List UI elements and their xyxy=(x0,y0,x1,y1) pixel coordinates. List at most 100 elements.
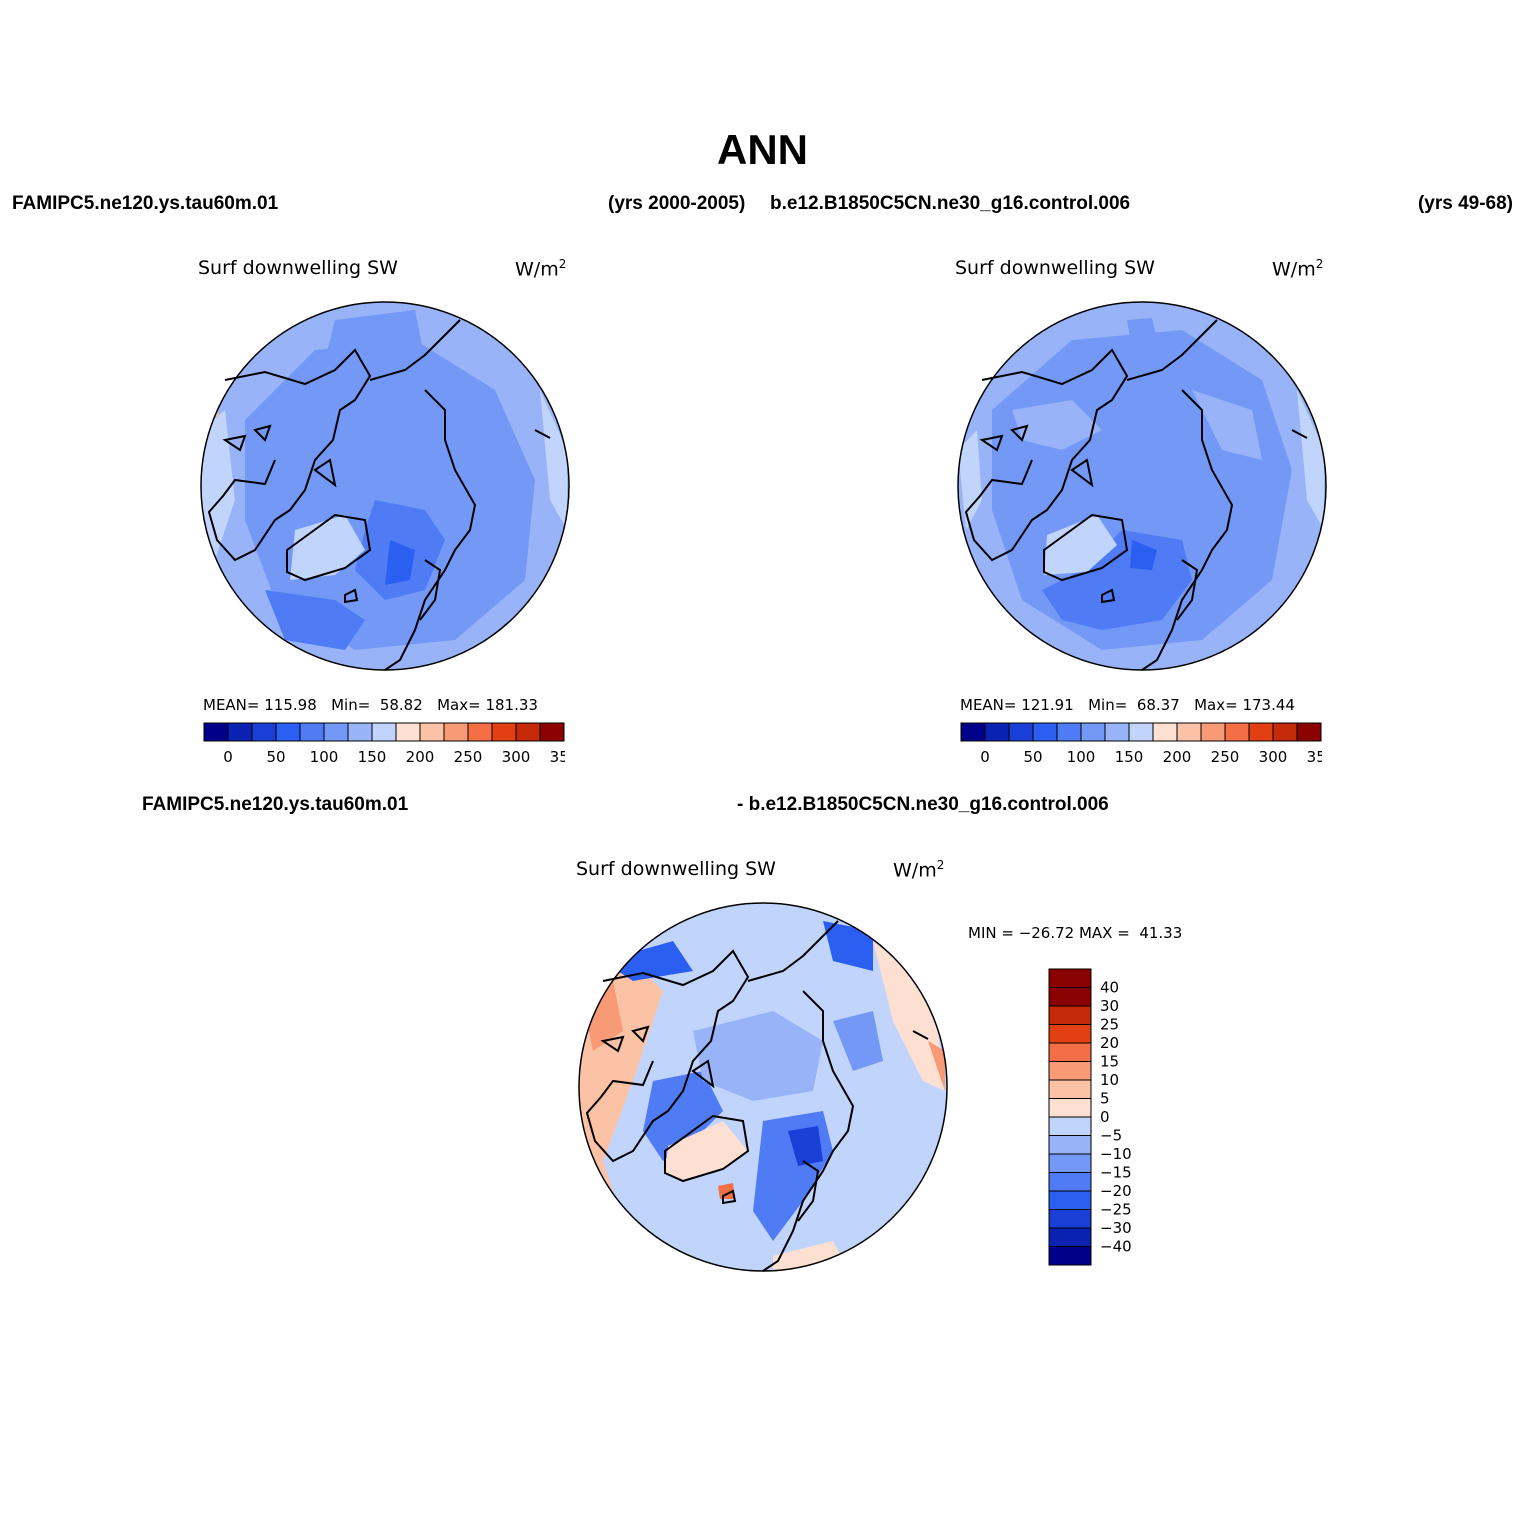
panel2-colorbar-tick-label: 50 xyxy=(1023,748,1042,766)
panel3-colorbar-swatch xyxy=(1048,1024,1092,1044)
panel1-colorbar-swatch xyxy=(419,722,445,742)
panel3-colorbar-swatch xyxy=(1048,1172,1092,1192)
panel1-variable: Surf downwelling SW xyxy=(198,257,398,279)
panel2-colorbar-swatch xyxy=(1176,722,1202,742)
panel1-colorbar-swatch xyxy=(395,722,421,742)
panel2-map-border xyxy=(957,301,1327,671)
panel1-colorbar-swatch xyxy=(515,722,541,742)
panel1-colorbar-tick-label: 100 xyxy=(310,748,339,766)
panel1-colorbar-tick-label: 50 xyxy=(266,748,285,766)
panel2-max-label: Max= xyxy=(1194,696,1238,714)
panel1-greenland xyxy=(290,515,365,580)
case-right-name: b.e12.B1850C5CN.ne30_g16.control.006 xyxy=(770,193,1131,214)
panel2-colorbar-tick-label: 300 xyxy=(1259,748,1288,766)
panel2-min-label: Min= xyxy=(1088,696,1128,714)
panel2-colorbar-swatch xyxy=(1200,722,1226,742)
panel3-colorbar-swatch xyxy=(1048,1079,1092,1099)
panel3-colorbar-tick-label: 0 xyxy=(1100,1108,1110,1126)
panel3-variable: Surf downwelling SW xyxy=(576,858,776,880)
panel1-colorbar-swatch xyxy=(443,722,469,742)
panel1-mean-value: 115.98 xyxy=(264,696,317,714)
diff-case-b: - b.e12.B1850C5CN.ne30_g16.control.006 xyxy=(737,794,1109,815)
page-title: ANN xyxy=(717,126,808,173)
panel2-mean-value: 121.91 xyxy=(1021,696,1074,714)
panel2-coastlines xyxy=(964,319,1308,671)
panel1-colorbar: 0 50 100 150 200 250 300 350 xyxy=(203,722,565,766)
panel2-colorbar-tick-label: 350 xyxy=(1307,748,1322,766)
panel3-colorbar-tick-label: 15 xyxy=(1100,1053,1119,1071)
panel3-colorbar-swatch xyxy=(1048,1061,1092,1081)
panel3-colorbar-tick-label: −10 xyxy=(1100,1145,1132,1163)
panel3-negative-north xyxy=(603,941,693,981)
panel1-units: W/m2 xyxy=(515,257,566,280)
panel3-colorbar-tick-label: −15 xyxy=(1100,1164,1132,1182)
panel3-colorbar-swatch xyxy=(1048,1190,1092,1210)
panel3-colorbar-swatch xyxy=(1048,1116,1092,1136)
panel3-map-border xyxy=(578,902,948,1272)
panel3-units-base: W/m xyxy=(893,859,937,882)
panel3-colorbar-tick-label: −25 xyxy=(1100,1201,1132,1219)
panel3-colorbar-swatch xyxy=(1048,968,1092,988)
panel2-units-exp: 2 xyxy=(1315,257,1324,271)
diff-case-a: FAMIPC5.ne120.ys.tau60m.01 xyxy=(142,794,409,815)
panel2-colorbar-tick-label: 100 xyxy=(1067,748,1096,766)
panel2-colorbar-tick-label: 250 xyxy=(1211,748,1240,766)
panel3-colorbar-tick-label: −20 xyxy=(1100,1182,1132,1200)
panel1-colorbar-tick-label: 200 xyxy=(406,748,435,766)
panel2-greenland xyxy=(1044,515,1117,575)
panel2-colorbar-swatch xyxy=(960,722,986,742)
panel2-colorbar-tick-label: 0 xyxy=(980,748,990,766)
panel3-colorbar-swatch xyxy=(1048,1246,1092,1266)
panel2-colorbar-swatch xyxy=(1032,722,1058,742)
panel3-colorbar-swatch xyxy=(1048,1005,1092,1025)
panel3-colorbar-swatch xyxy=(1048,1135,1092,1155)
case-right-years: (yrs 49-68) xyxy=(1417,193,1513,214)
panel2-colorbar-swatch xyxy=(1296,722,1322,742)
panel1-min-value: 58.82 xyxy=(379,696,423,714)
panel1-colorbar-tick-label: 250 xyxy=(454,748,483,766)
panel1-colorbar-swatch xyxy=(299,722,325,742)
panel2-colorbar: 0 50 100 150 200 250 300 350 xyxy=(960,722,1322,766)
panel1-colorbar-swatch xyxy=(251,722,277,742)
panel1-colorbar-swatch xyxy=(347,722,373,742)
panel3-colorbar-tick-label: 5 xyxy=(1100,1090,1110,1108)
panel3-colorbar-tick-label: −5 xyxy=(1100,1127,1122,1145)
panel2-colorbar-swatch xyxy=(1008,722,1034,742)
panel3-colorbar-swatch xyxy=(1048,1153,1092,1173)
panel2-units: W/m2 xyxy=(1272,257,1323,280)
panel3-stats: MIN = −26.72 MAX = 41.33 xyxy=(968,924,1183,942)
panel3-colorbar-swatch xyxy=(1048,1227,1092,1247)
panel1-colorbar-swatch xyxy=(539,722,565,742)
panel3-colorbar-swatch xyxy=(1048,1042,1092,1062)
panel2-colorbar-swatch xyxy=(1128,722,1154,742)
panel2-stats: MEAN= 121.91 Min= 68.37 Max= 173.44 xyxy=(960,696,1295,714)
panel3-colorbar-tick-label: 40 xyxy=(1100,979,1119,997)
panel3-colorbar-swatch xyxy=(1048,1209,1092,1229)
panel1-colorbar-swatch xyxy=(203,722,229,742)
panel1-colorbar-tick-label: 300 xyxy=(502,748,531,766)
panel3-colorbar-tick-label: 10 xyxy=(1100,1071,1119,1089)
panel3-polar-map xyxy=(578,902,948,1272)
panel3-colorbar-tick-label: 20 xyxy=(1100,1034,1119,1052)
panel3-colorbar-tick-label: 25 xyxy=(1100,1016,1119,1034)
panel3-greenland xyxy=(665,1121,748,1181)
panel1-max-value: 181.33 xyxy=(485,696,538,714)
panel3-positive-east xyxy=(873,941,945,1091)
panel2-units-base: W/m xyxy=(1272,258,1316,281)
panel1-colorbar-swatch xyxy=(467,722,493,742)
panel2-variable: Surf downwelling SW xyxy=(955,257,1155,279)
panel1-mean-label: MEAN= xyxy=(203,696,260,714)
panel1-colorbar-swatch xyxy=(491,722,517,742)
panel1-units-base: W/m xyxy=(515,258,559,281)
panel1-coastlines xyxy=(207,319,551,671)
panel1-min-label: Min= xyxy=(331,696,371,714)
case-left-years: (yrs 2000-2005) xyxy=(608,193,746,214)
panel2-colorbar-swatch xyxy=(1272,722,1298,742)
panel2-colorbar-tick-label: 200 xyxy=(1163,748,1192,766)
panel1-colorbar-swatch xyxy=(371,722,397,742)
panel1-units-exp: 2 xyxy=(558,257,567,271)
panel2-colorbar-swatch xyxy=(1104,722,1130,742)
panel3-colorbar-swatch xyxy=(1048,987,1092,1007)
panel3-coastlines xyxy=(585,920,929,1272)
